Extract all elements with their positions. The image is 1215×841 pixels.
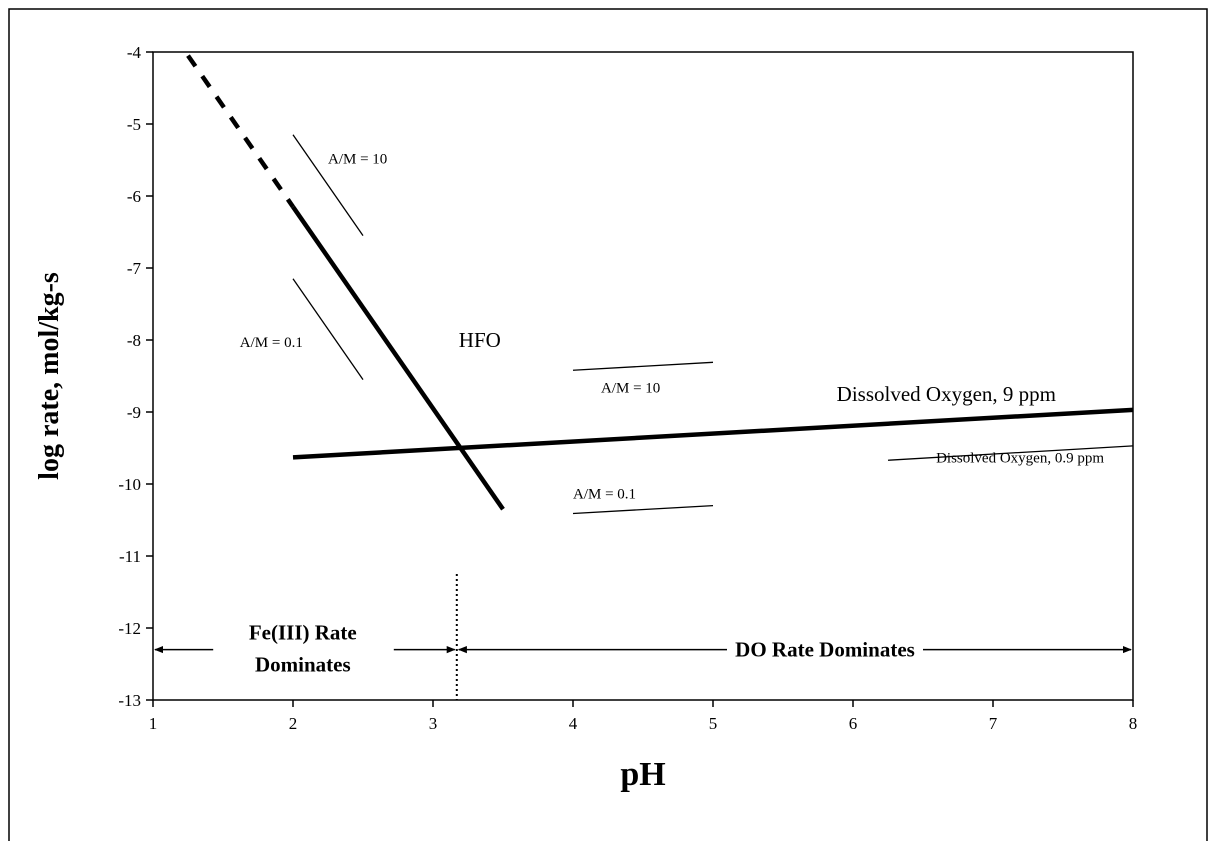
x-axis-ticks: 1 2 3 4 5 6 7 8 [149,700,1138,733]
reference-line-label-2: A/M = 10 [601,381,660,397]
x-tick-label: 1 [149,714,158,733]
series-line-3 [887,445,1134,461]
y-tick-label: -6 [127,187,141,206]
series-label-do-9ppm: Dissolved Oxygen, 9 ppm [837,382,1056,406]
region-label-do: DO Rate Dominates [735,638,915,662]
y-tick-label: -10 [118,475,141,494]
x-axis-title: pH [620,756,665,793]
outer-frame [8,8,1208,841]
x-tick-label: 8 [1129,714,1138,733]
y-tick-label: -5 [127,115,141,134]
x-tick-label: 5 [709,714,718,733]
reference-lines-layer: A/M = 10 A/M = 0.1 A/M = 10 A/M = 0.1 [240,134,714,700]
reference-line-label-1: A/M = 0.1 [240,335,303,351]
x-tick-label: 7 [989,714,998,733]
y-axis-ticks: -4 -5 -6 -7 -8 -9 -10 -11 -12 -13 [118,43,153,710]
series-label-hfo: HFO [459,328,501,352]
series-line-2 [292,407,1134,460]
y-tick-label: -13 [118,691,141,710]
reference-line-3 [572,504,714,515]
y-tick-label: -11 [119,547,141,566]
x-tick-label: 3 [429,714,438,733]
plot-area [152,51,1134,701]
reference-line-1 [292,278,364,380]
series-line-1 [186,54,295,209]
y-tick-label: -8 [127,331,141,350]
y-tick-label: -12 [118,619,141,638]
series-label-do-09ppm: Dissolved Oxygen, 0.9 ppm [936,450,1104,466]
region-label-fe-line1: Fe(III) Rate [249,621,357,645]
series-layer: HFO Dissolved Oxygen, 9 ppm Dissolved Oxyg… [186,54,1134,511]
series-line-0 [291,205,505,511]
regions-layer: Fe(III) Rate Dominates DO Rate Dominates [154,621,1132,677]
reference-line-label-0: A/M = 10 [328,152,387,168]
reference-line-2 [572,361,714,371]
x-tick-label: 2 [289,714,298,733]
reference-line-label-3: A/M = 0.1 [573,486,636,502]
x-tick-label: 4 [569,714,578,733]
y-tick-label: -7 [127,259,142,278]
x-tick-label: 6 [849,714,858,733]
region-label-fe-line2: Dominates [255,653,351,677]
y-axis-title: log rate, mol/kg-s [34,272,65,480]
y-tick-label: -4 [127,43,142,62]
reference-line-0 [292,134,364,236]
y-tick-label: -9 [127,403,141,422]
